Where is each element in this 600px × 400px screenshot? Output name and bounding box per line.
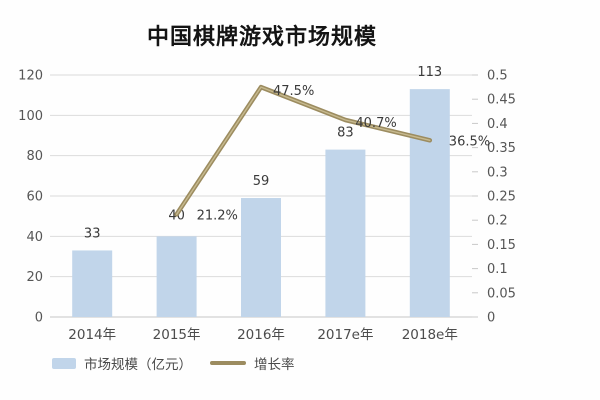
line-value-label: 36.5%: [449, 134, 490, 149]
line-value-label: 40.7%: [355, 116, 396, 131]
legend-bar-series-label: 市场规模（亿元）: [84, 357, 192, 373]
right-axis-tick-label: 0.4: [487, 117, 508, 132]
bar-value-label: 59: [253, 174, 270, 189]
right-axis-tick-label: 0: [487, 311, 495, 326]
right-axis-tick-label: 0.15: [487, 238, 516, 253]
x-axis-label: 2017e年: [317, 327, 373, 343]
right-axis-tick-label: 0.25: [487, 190, 516, 205]
bar-2016年[interactable]: [241, 198, 281, 317]
right-axis-tick-label: 0.35: [487, 141, 516, 156]
left-axis-tick-label: 60: [26, 190, 43, 205]
legend-bar-swatch: [52, 357, 76, 369]
line-value-label: 47.5%: [273, 84, 314, 99]
chart-legend: 市场规模（亿元） 增长率: [52, 353, 295, 373]
bar-value-label: 83: [337, 126, 354, 141]
chart-title: 中国棋牌游戏市场规模: [146, 25, 377, 50]
growth-rate-line[interactable]: [174, 84, 433, 217]
bar-value-label: 33: [84, 226, 101, 241]
growth-rate-line-highlight: [175, 86, 431, 216]
legend-line-series-label: 增长率: [254, 357, 295, 373]
left-axis-tick-label: 100: [18, 109, 43, 124]
x-axis-label: 2014年: [68, 327, 116, 343]
left-axis-tick-label: 40: [26, 230, 43, 245]
x-axis-label: 2016年: [237, 327, 285, 343]
bar-2017e年[interactable]: [325, 149, 366, 317]
right-axis-tick-label: 0.5: [487, 69, 508, 84]
bar-value-label: 113: [417, 65, 442, 80]
left-axis-tick-label: 120: [18, 69, 43, 84]
right-axis-tick-label: 0.2: [487, 214, 508, 229]
right-axis-tick-label: 0.05: [487, 286, 516, 301]
left-axis-tick-label: 0: [35, 311, 43, 326]
right-axis-tick-label: 0.1: [487, 262, 508, 277]
left-axis-tick-label: 80: [26, 149, 43, 164]
x-axis-label: 2015年: [153, 327, 201, 343]
x-axis-label: 2018e年: [402, 327, 458, 343]
right-axis-tick-label: 0.3: [487, 165, 508, 180]
legend-line-swatch: [210, 361, 246, 365]
right-axis-tick-label: 0.45: [487, 93, 516, 108]
bar-2014年[interactable]: [72, 250, 113, 317]
left-axis-tick-label: 20: [26, 270, 43, 285]
line-value-label: 21.2%: [197, 208, 238, 223]
bar-2018e年[interactable]: [409, 89, 450, 317]
bar-2015年[interactable]: [156, 236, 197, 317]
